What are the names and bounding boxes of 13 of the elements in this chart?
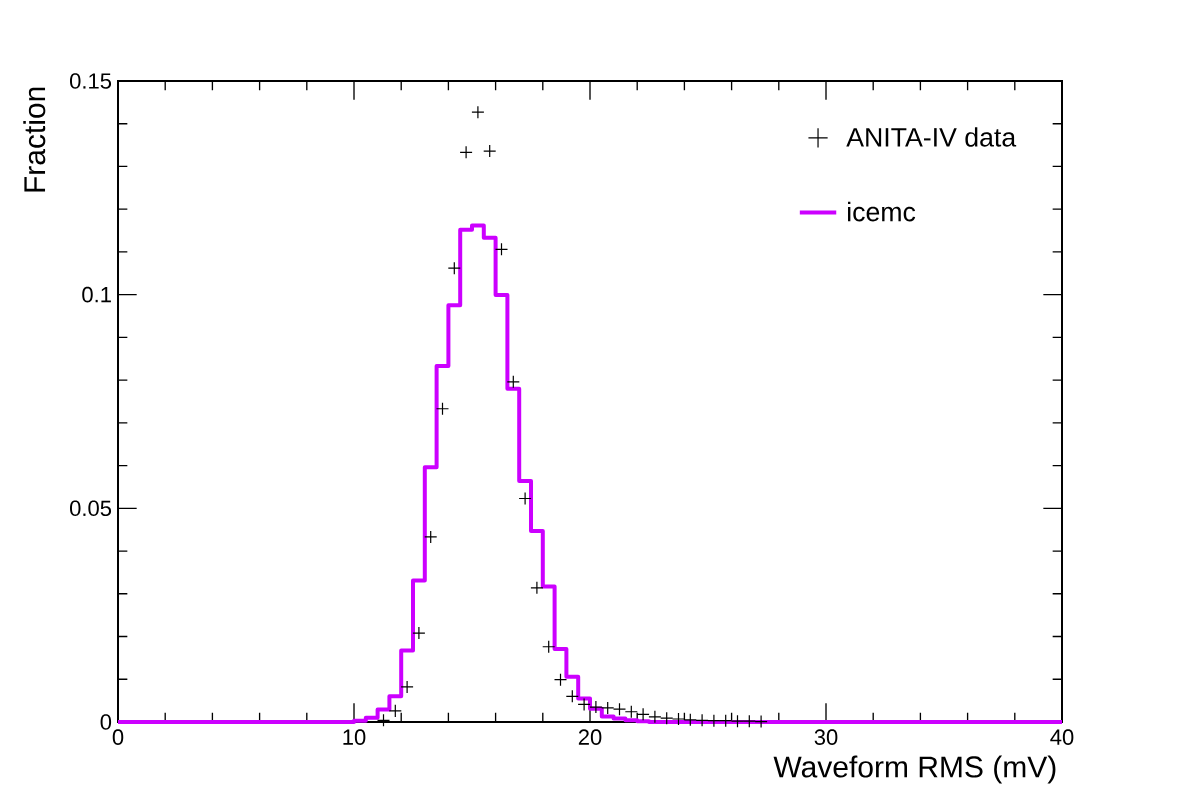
x-axis-title: Waveform RMS (mV) <box>773 755 1056 784</box>
x-tick-label: 0 <box>112 729 124 745</box>
legend-label: icemc <box>848 201 916 222</box>
y-tick-label: 0.1 <box>82 286 111 303</box>
y-axis-title: Fraction <box>23 87 46 192</box>
x-tick-label: 40 <box>1050 729 1074 745</box>
y-tick-label: 0.05 <box>70 500 112 517</box>
y-tick-label: 0 <box>100 714 112 730</box>
legend-label: ANITA-IV data <box>846 127 1017 147</box>
y-tick-label: 0.15 <box>70 73 112 89</box>
x-tick-label: 30 <box>814 729 838 745</box>
x-tick-label: 10 <box>343 729 366 745</box>
x-tick-label: 20 <box>578 729 602 745</box>
